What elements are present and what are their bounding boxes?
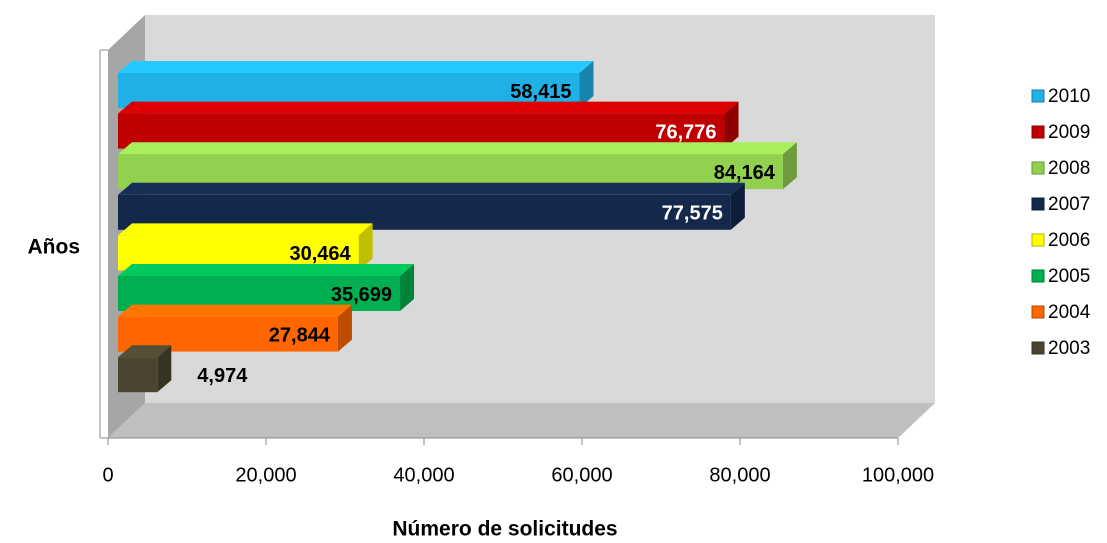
floor (108, 403, 935, 438)
value-label: 58,415 (510, 81, 571, 103)
value-label: 76,776 (655, 121, 716, 143)
value-label: 35,699 (331, 284, 392, 306)
legend-label: 2009 (1048, 122, 1090, 143)
legend-label: 2003 (1048, 338, 1090, 359)
legend-swatch (1031, 341, 1045, 355)
x-tick-label: 80,000 (709, 464, 770, 486)
bar-top (118, 345, 172, 358)
value-label: 84,164 (714, 162, 776, 184)
legend-label: 2008 (1048, 158, 1090, 179)
value-label: 4,974 (197, 365, 248, 387)
value-label: 77,575 (662, 203, 723, 225)
bar (118, 357, 158, 393)
bar-top (118, 223, 373, 236)
legend-label: 2006 (1048, 230, 1090, 251)
x-tick-label: 0 (102, 464, 113, 486)
legend-swatch (1031, 161, 1045, 175)
legend-swatch (1031, 125, 1045, 139)
bar-side (157, 345, 172, 393)
bar-side (579, 61, 594, 108)
value-label: 27,844 (269, 324, 331, 346)
x-axis-label: Número de solicitudes (392, 518, 617, 541)
y-axis-label: Años (28, 236, 81, 259)
bar-top (118, 182, 745, 195)
legend-swatch (1031, 305, 1045, 319)
legend-swatch (1031, 197, 1045, 211)
bar-side (400, 264, 415, 311)
bar-top (118, 101, 739, 114)
x-tick-label: 100,000 (862, 464, 934, 486)
x-tick-label: 40,000 (393, 464, 454, 486)
legend-label: 2004 (1048, 302, 1091, 323)
legend-swatch (1031, 233, 1045, 247)
bar-side (724, 101, 739, 149)
bar-side (782, 142, 797, 190)
legend-label: 2007 (1048, 194, 1090, 215)
value-label: 30,464 (289, 243, 351, 265)
legend-label: 2010 (1048, 86, 1090, 107)
bar-side (358, 223, 373, 271)
bar-top (118, 61, 594, 73)
bar-top (118, 264, 415, 276)
legend-label: 2005 (1048, 266, 1090, 287)
legend-swatch (1031, 269, 1045, 283)
bar-side (730, 182, 745, 230)
bar-side (337, 304, 352, 352)
legend-swatch (1031, 89, 1045, 103)
x-tick-label: 60,000 (551, 464, 612, 486)
bar-top (118, 304, 352, 317)
bar-top (118, 142, 797, 155)
x-tick-label: 20,000 (235, 464, 296, 486)
